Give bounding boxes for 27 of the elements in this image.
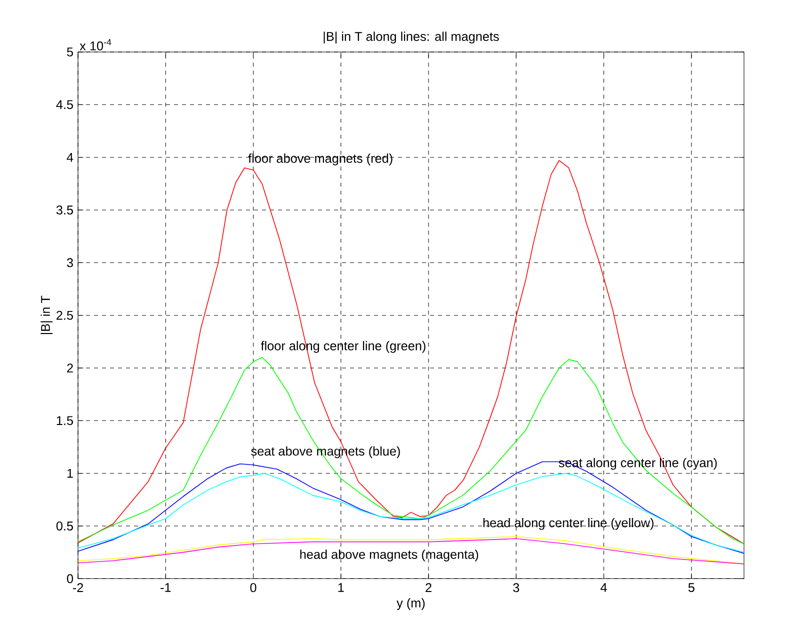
x-axis-title: y (m) <box>396 598 425 610</box>
x-tick-label: 0 <box>250 582 256 592</box>
annotation: head along center line (yellow) <box>483 518 654 530</box>
x-tick-label: 3 <box>513 582 520 592</box>
y-tick-label: 0 <box>66 574 74 583</box>
y-tick-label: 1.5 <box>56 416 73 425</box>
x-tick-label: 1 <box>338 582 344 592</box>
x-tick-label: 4 <box>600 582 607 592</box>
y-tick-label: 2 <box>67 363 73 372</box>
x-tick-label: -1 <box>160 582 171 592</box>
y-tick-label: 4 <box>66 152 74 162</box>
y-tick-label: 3 <box>66 258 73 267</box>
line-series <box>78 356 744 544</box>
y-tick-label: 0.5 <box>56 521 73 530</box>
y-axis-title: |B| in T <box>40 296 53 334</box>
y-tick-label: 3.5 <box>56 205 73 214</box>
y-tick-label: 5 <box>66 47 73 56</box>
y-tick-label: 2.5 <box>56 310 73 320</box>
y-tick-label: 1 <box>67 468 73 478</box>
y-tick-label: 4.5 <box>56 100 73 109</box>
annotation: head above magnets (magenta) <box>300 549 478 562</box>
chart-title: |B| in T along lines: all magnets <box>324 31 499 44</box>
text: x 10$^{-4}$ <box>80 38 112 50</box>
x-tick-label: 2 <box>426 582 432 592</box>
annotation: floor above magnets (red) <box>248 153 392 166</box>
x-tick-label: 5 <box>688 582 694 592</box>
x-tick-label: -2 <box>72 582 84 592</box>
